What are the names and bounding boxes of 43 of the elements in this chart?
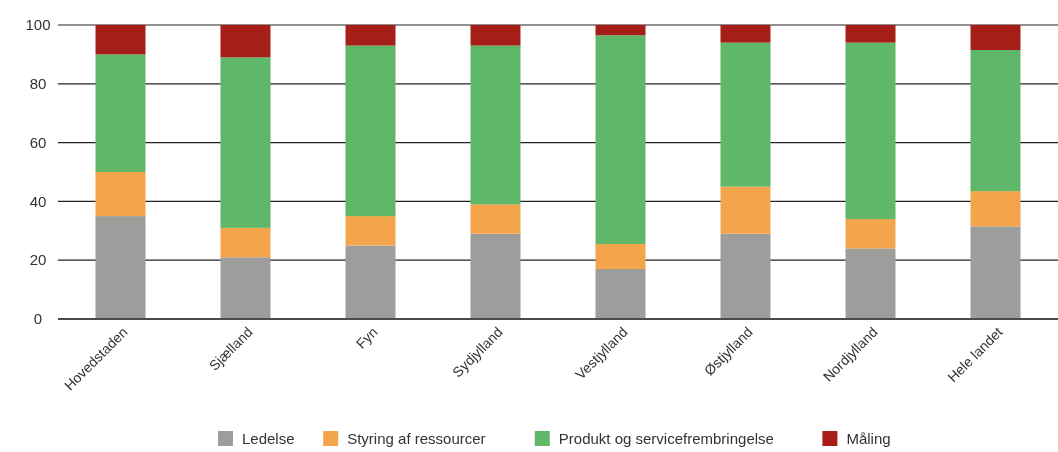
y-tick-label: 60 xyxy=(29,133,47,151)
bar xyxy=(95,216,146,319)
x-tick-label: Fyn xyxy=(352,323,381,352)
bar xyxy=(345,45,396,217)
bar xyxy=(470,45,521,205)
legend-label: Styring af ressourcer xyxy=(347,430,486,447)
bar xyxy=(970,49,1021,192)
bar xyxy=(470,25,521,46)
legend-label: Produkt og servicefrembringelse xyxy=(558,430,774,447)
y-tick-label: 80 xyxy=(29,75,47,93)
bar xyxy=(345,216,396,246)
bar xyxy=(720,186,771,234)
y-tick-label: 0 xyxy=(33,310,43,328)
legend-label: Måling xyxy=(846,430,891,447)
bar xyxy=(970,25,1021,50)
bar xyxy=(220,227,271,258)
bar xyxy=(95,25,146,55)
bar xyxy=(845,25,896,43)
bar xyxy=(845,219,896,249)
bar xyxy=(345,25,396,46)
bar xyxy=(595,25,646,36)
bar xyxy=(220,25,271,58)
bar xyxy=(970,191,1021,227)
bar xyxy=(470,233,521,319)
bar xyxy=(95,172,146,217)
y-tick-label: 20 xyxy=(29,251,47,269)
bar xyxy=(970,226,1021,319)
bar xyxy=(220,257,271,319)
bar xyxy=(95,54,146,172)
bar xyxy=(220,57,271,228)
y-tick-label: 40 xyxy=(29,192,47,210)
bar xyxy=(470,204,521,234)
bar xyxy=(845,248,896,319)
y-tick-label: 100 xyxy=(25,16,51,34)
legend-label: Ledelse xyxy=(242,430,295,447)
bar xyxy=(845,42,896,220)
bar xyxy=(720,42,771,187)
bar xyxy=(595,244,646,270)
bar xyxy=(720,25,771,43)
bar xyxy=(345,245,396,319)
bar xyxy=(595,269,646,319)
bar xyxy=(595,35,646,245)
bar xyxy=(720,233,771,319)
